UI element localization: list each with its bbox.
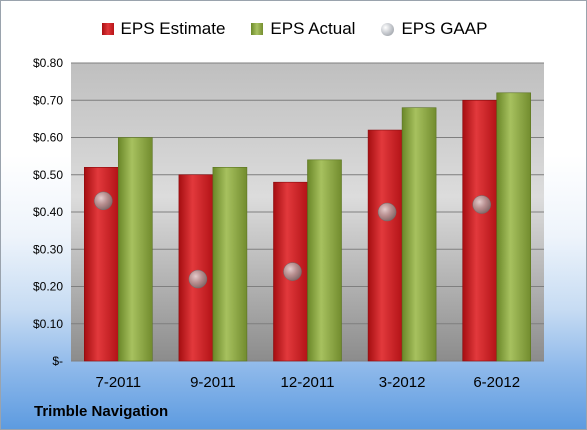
- bar-actual: [496, 92, 532, 362]
- marker-gaap: [377, 202, 397, 222]
- y-tick-label: $0.70: [33, 93, 63, 107]
- y-tick-label: $0.30: [33, 242, 63, 256]
- marker-gaap: [94, 191, 113, 211]
- y-tick-label: $0.80: [33, 56, 63, 70]
- legend-label-actual: EPS Actual: [270, 19, 356, 38]
- bar-actual: [212, 167, 248, 362]
- marker-gaap: [283, 262, 302, 281]
- x-category-label: 3-2012: [379, 374, 426, 391]
- bar-actual: [401, 107, 437, 362]
- y-tick-label: $0.60: [33, 131, 63, 145]
- legend-item-gaap: EPS GAAP: [381, 19, 487, 39]
- y-tick-label: $-: [52, 354, 63, 368]
- legend-item-estimate: EPS Estimate: [101, 19, 226, 39]
- company-name: Trimble Navigation: [34, 403, 169, 420]
- x-category-label: 9-2011: [190, 374, 236, 391]
- y-tick-label: $0.10: [33, 317, 63, 331]
- bar-actual: [118, 137, 153, 362]
- bar-estimate: [178, 174, 214, 362]
- legend-swatch-actual: [251, 23, 264, 35]
- x-category-label: 12-2011: [281, 374, 335, 391]
- chart-legend: EPS Estimate EPS Actual EPS GAAP: [1, 19, 586, 39]
- bar-actual: [307, 159, 342, 362]
- legend-swatch-gaap: [381, 22, 395, 36]
- legend-swatch-estimate: [101, 23, 114, 35]
- gaap-markers: [94, 191, 491, 289]
- y-tick-label: $0.20: [33, 280, 63, 294]
- y-axis-ticks: $- $0.10 $0.20 $0.30 $0.40 $0.50 $0.60 $0.70 $0.…: [33, 56, 63, 368]
- marker-gaap: [472, 195, 491, 214]
- y-tick-label: $0.50: [33, 168, 63, 182]
- bar-estimate: [462, 99, 498, 362]
- x-category-label: 6-2012: [473, 374, 520, 391]
- marker-gaap: [188, 269, 208, 289]
- y-tick-label: $0.40: [33, 205, 63, 219]
- legend-item-actual: EPS Actual: [251, 19, 355, 39]
- x-category-label: 7-2011: [96, 374, 142, 391]
- x-axis-labels: 7-2011 9-2011 12-2011 3-2012 6-2012: [96, 374, 521, 391]
- legend-label-estimate: EPS Estimate: [120, 19, 226, 38]
- legend-label-gaap: EPS GAAP: [401, 19, 488, 38]
- bar-estimate: [367, 129, 403, 362]
